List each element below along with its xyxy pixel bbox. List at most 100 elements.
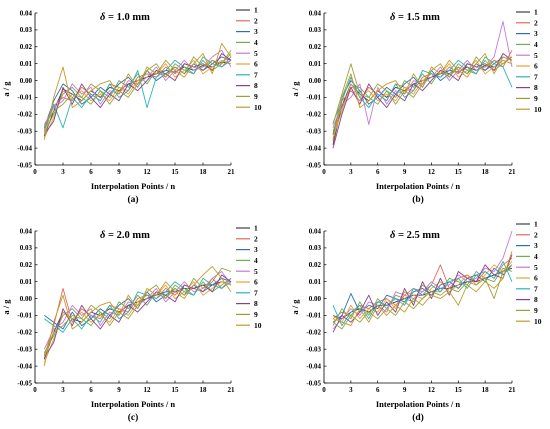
legend-label-8: 8 (534, 83, 538, 92)
series-line-9 (43, 267, 232, 355)
y-tick-label: -0.03 (306, 128, 321, 136)
y-tick-label: -0.05 (306, 161, 321, 169)
series-line-7 (43, 56, 232, 130)
legend-label-6: 6 (254, 278, 258, 287)
series-line-3 (332, 56, 513, 135)
y-axis-label: a / g (290, 299, 300, 315)
legend-label-10: 10 (534, 317, 542, 326)
legend: 12 3 4 5 67 8 9 10 (516, 8, 542, 114)
y-tick-label: 0.00 (20, 77, 33, 85)
legend-label-10: 10 (254, 103, 262, 112)
x-tick-label: 18 (482, 386, 490, 394)
x-axis-label: Interpolation Points / n (91, 181, 176, 191)
series-line-8 (43, 274, 232, 358)
legend-label-1: 1 (254, 6, 258, 15)
y-tick-label: -0.01 (306, 94, 321, 102)
y-tick-label: 0.00 (309, 77, 322, 85)
series-line-7 (332, 260, 513, 327)
y-tick-label: -0.03 (17, 346, 32, 354)
legend-label-7: 7 (534, 284, 538, 293)
legend-label-10: 10 (254, 321, 262, 330)
x-tick-label: 12 (428, 386, 436, 394)
series-line-8 (43, 53, 232, 135)
legend-label-9: 9 (254, 92, 258, 101)
title-symbol: δ (390, 230, 398, 241)
legend-label-3: 3 (254, 245, 258, 254)
series-line-10 (332, 251, 513, 327)
x-tick-label: 3 (61, 168, 65, 176)
x-tick-label: 6 (89, 168, 93, 176)
chart-title: δ = 2.0 mm (100, 230, 150, 241)
legend-label-7: 7 (254, 70, 258, 79)
y-tick-label: 0.00 (309, 295, 322, 303)
series-line-6 (332, 59, 513, 139)
series-line-5 (43, 271, 232, 350)
x-tick-label: 15 (172, 168, 180, 176)
y-tick-label: -0.01 (306, 312, 321, 320)
y-tick-label: 0.03 (20, 26, 33, 34)
series-line-3 (43, 56, 232, 128)
series-line-10 (43, 42, 232, 140)
panel-label: (a) (127, 194, 138, 205)
legend-label-6: 6 (534, 274, 538, 283)
panel-label: (c) (128, 412, 139, 423)
legend-label-2: 2 (254, 234, 258, 243)
series-line-5 (332, 230, 513, 330)
series-line-9 (332, 264, 513, 330)
legend-label-3: 3 (534, 29, 538, 38)
y-tick-label: 0.02 (309, 261, 322, 269)
y-tick-label: -0.04 (17, 362, 32, 370)
x-tick-label: 6 (376, 386, 380, 394)
legend-label-2: 2 (534, 230, 538, 239)
y-tick-label: -0.02 (306, 329, 321, 337)
legend-label-10: 10 (534, 105, 542, 114)
x-tick-label: 9 (403, 386, 407, 394)
legend-label-4: 4 (534, 252, 538, 261)
y-tick-label: -0.04 (17, 144, 32, 152)
y-tick-label: 0.03 (20, 244, 33, 252)
chart-panel-c: -0.05 -0.04 -0.03 -0.02 -0.01 0.00 0.01 0.02 0.0… (1, 224, 262, 423)
x-tick-label: 15 (172, 386, 180, 394)
y-tick-label: 0.04 (20, 227, 33, 235)
panel-label: (b) (412, 194, 424, 205)
x-tick-label: 12 (144, 386, 152, 394)
x-tick-label: 0 (33, 168, 37, 176)
title-value: = 2.0 mm (108, 230, 150, 241)
x-tick-label: 3 (349, 168, 353, 176)
title-value: = 1.0 mm (108, 12, 150, 23)
x-tick-label: 18 (200, 168, 208, 176)
y-tick-label: 0.04 (20, 9, 33, 17)
x-tick-label: 0 (322, 168, 326, 176)
y-tick-label: 0.04 (309, 9, 322, 17)
legend-label-8: 8 (254, 81, 258, 90)
y-tick-label: -0.05 (17, 161, 32, 169)
x-tick-label: 3 (349, 386, 353, 394)
chart-title: δ = 1.5 mm (390, 12, 440, 23)
x-axis-label: Interpolation Points / n (376, 181, 461, 191)
x-tick-label: 0 (322, 386, 326, 394)
y-tick-label: -0.02 (306, 111, 321, 119)
chart-panel-b: -0.05 -0.04 -0.03 -0.02 -0.01 0.00 0.01 0.02 0.0… (290, 8, 542, 205)
legend-label-1: 1 (534, 220, 538, 229)
legend-label-9: 9 (534, 306, 538, 315)
title-symbol: δ (100, 230, 108, 241)
chart-title: δ = 2.5 mm (390, 230, 440, 241)
x-tick-label: 21 (509, 386, 517, 394)
x-tick-label: 3 (61, 386, 65, 394)
series-line-10 (332, 53, 513, 140)
chart-panel-a: -0.05 -0.04 -0.03 -0.02 -0.01 0.00 0.01 0.02 0.0… (1, 6, 262, 205)
x-tick-label: 9 (117, 386, 121, 394)
series-line-4 (332, 267, 513, 326)
y-tick-label: -0.02 (17, 111, 32, 119)
y-tick-label: -0.03 (306, 346, 321, 354)
series-line-1 (332, 59, 513, 145)
x-tick-label: 12 (428, 168, 436, 176)
y-tick-label: -0.01 (17, 312, 32, 320)
title-value: = 2.5 mm (398, 230, 440, 241)
x-tick-label: 21 (228, 168, 236, 176)
x-axis-label: Interpolation Points / n (91, 399, 176, 409)
legend-label-9: 9 (534, 94, 538, 103)
legend-label-8: 8 (254, 299, 258, 308)
legend: 12 3 4 5 67 8 9 10 (236, 6, 262, 112)
series-line-9 (43, 49, 232, 127)
